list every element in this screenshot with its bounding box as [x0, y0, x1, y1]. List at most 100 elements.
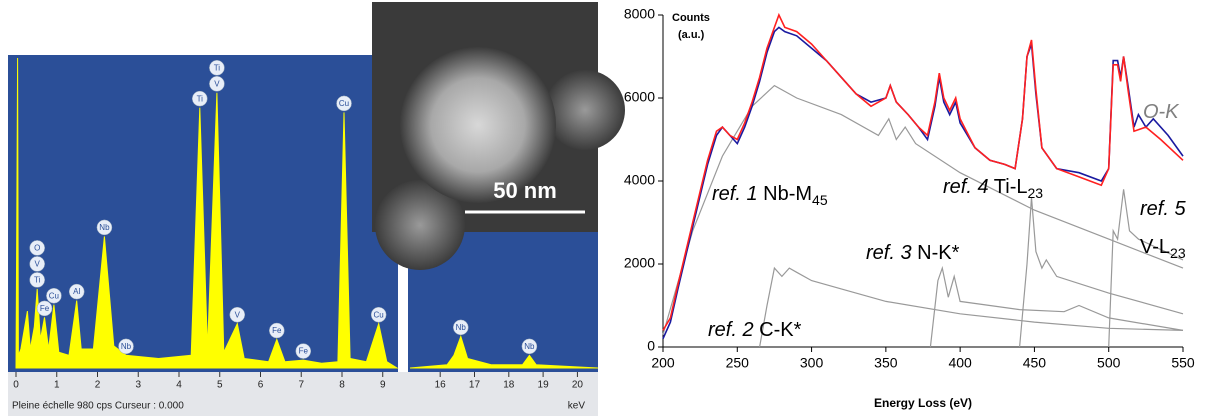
x-tick-label: 250: [726, 355, 750, 371]
peak-marker: [96, 219, 113, 236]
spectrum-line: [1108, 189, 1184, 348]
annotation-sub: 23: [1027, 185, 1043, 201]
annotation: ref. 4 Ti-L23: [943, 176, 1043, 200]
annotation: ref. 2 C-K*: [708, 319, 802, 341]
x-tick-label: 20: [572, 380, 584, 391]
x-tick-label: 0: [13, 380, 19, 391]
y-tick-label: 2000: [624, 255, 655, 271]
annotation-ref: ref. 2: [708, 319, 754, 341]
x-tick-label: 5: [217, 380, 223, 391]
peak-marker: [370, 306, 387, 323]
annotation-ref: ref. 4: [943, 176, 989, 198]
x-tick-label: 1: [54, 380, 60, 391]
peak-label: Nb: [524, 342, 535, 351]
peak-label: V: [214, 79, 220, 88]
spectrum-line: [759, 266, 1184, 348]
annotation: ref. 5 V-L23: [1140, 198, 1186, 260]
peak-label: Ti: [34, 276, 41, 285]
peak-marker: [209, 60, 225, 76]
axis-break: [398, 235, 408, 372]
peak-marker: [453, 319, 469, 336]
spectrum-line: [929, 265, 1184, 348]
peak-label: Nb: [99, 223, 110, 232]
peak-label: V: [35, 260, 41, 269]
particle: [375, 180, 465, 270]
peak-label: Ti: [197, 94, 204, 103]
peak-marker: [36, 300, 53, 317]
scale-label: 50 nm: [493, 178, 557, 203]
y-axis-label: Counts: [672, 12, 710, 24]
peak-label: Cu: [49, 291, 59, 300]
annotation-ref: ref. 1: [712, 183, 758, 205]
peak-marker: [118, 338, 134, 355]
x-tick-label: 8: [339, 380, 345, 391]
peak-marker: [192, 90, 208, 107]
peak-label: V: [235, 310, 241, 319]
x-tick-label: 500: [1097, 355, 1121, 371]
x-axis-label: keV: [568, 401, 586, 412]
spectrum-line: [662, 12, 1184, 331]
x-tick-label: 18: [503, 380, 515, 391]
annotation-ref: ref. 5: [1140, 198, 1186, 220]
peak-label: Al: [73, 287, 80, 296]
spectrum-line: [662, 84, 1184, 335]
x-tick-label: 16: [435, 380, 447, 391]
particle: [545, 70, 625, 150]
peak-label: Fe: [299, 347, 309, 356]
annotation: O-K: [1143, 101, 1180, 123]
peak-label: Fe: [272, 326, 282, 335]
peak-marker: [68, 283, 85, 300]
footer: Pleine échelle 980 cps Curseur : 0.000: [12, 401, 184, 412]
peak-marker: [521, 338, 538, 355]
peak-label: Ti: [214, 63, 221, 72]
spectrum-area: [409, 334, 599, 369]
tem-inset: 50 nm: [372, 2, 625, 270]
particle: [400, 47, 556, 203]
x-tick-label: 9: [380, 380, 386, 391]
x-tick-label: 400: [948, 355, 972, 371]
annotation-label: Nb-M: [758, 183, 812, 205]
x-tick-label: 450: [1023, 355, 1047, 371]
peak-label: Nb: [121, 342, 132, 351]
peak-marker: [29, 272, 45, 288]
peak-label: Nb: [456, 323, 467, 332]
annotation: ref. 3 N-K*: [866, 242, 960, 264]
x-axis-label: Energy Loss (eV): [874, 396, 972, 410]
x-tick-label: 19: [538, 380, 550, 391]
peak-marker: [46, 287, 62, 304]
peak-label: Fe: [40, 304, 50, 313]
x-tick-label: 17: [469, 380, 481, 391]
peak-marker: [295, 343, 312, 359]
y-axis-label: (a.u.): [678, 29, 705, 41]
y-tick-label: 6000: [624, 89, 655, 105]
peak-marker: [336, 95, 352, 112]
x-tick-label: 550: [1171, 355, 1195, 371]
x-tick-label: 6: [258, 380, 264, 391]
peak-marker: [269, 322, 285, 339]
x-tick-label: 7: [298, 380, 304, 391]
y-tick-label: 0: [647, 338, 655, 354]
annotation-label: C-K*: [754, 319, 802, 341]
annotation-ref: ref. 3: [866, 242, 912, 264]
y-tick-label: 4000: [624, 172, 655, 188]
peak-marker: [209, 76, 225, 92]
annotation: ref. 1 Nb-M45: [712, 183, 828, 207]
x-tick-label: 350: [874, 355, 898, 371]
annotation-label: Ti-L: [989, 176, 1028, 198]
eels-panel: Counts (a.u.) Energy Loss (eV) 0 2000 4000…: [624, 6, 1195, 410]
peak-marker: [29, 240, 45, 256]
annotation-sub: 23: [1170, 245, 1186, 261]
x-tick-label: 2: [95, 380, 101, 391]
annotation-ref: O-K: [1143, 101, 1180, 123]
annotation-sub: 45: [812, 192, 828, 208]
spectrum-area: [15, 57, 399, 369]
spectrum-line: [1019, 197, 1184, 348]
annotation-label: V-L: [1140, 236, 1170, 258]
x-tick-label: 200: [651, 355, 675, 371]
y-tick-label: 8000: [624, 6, 655, 22]
peak-marker: [29, 256, 45, 272]
annotation-label: N-K*: [912, 242, 960, 264]
peak-label: Cu: [374, 310, 384, 319]
